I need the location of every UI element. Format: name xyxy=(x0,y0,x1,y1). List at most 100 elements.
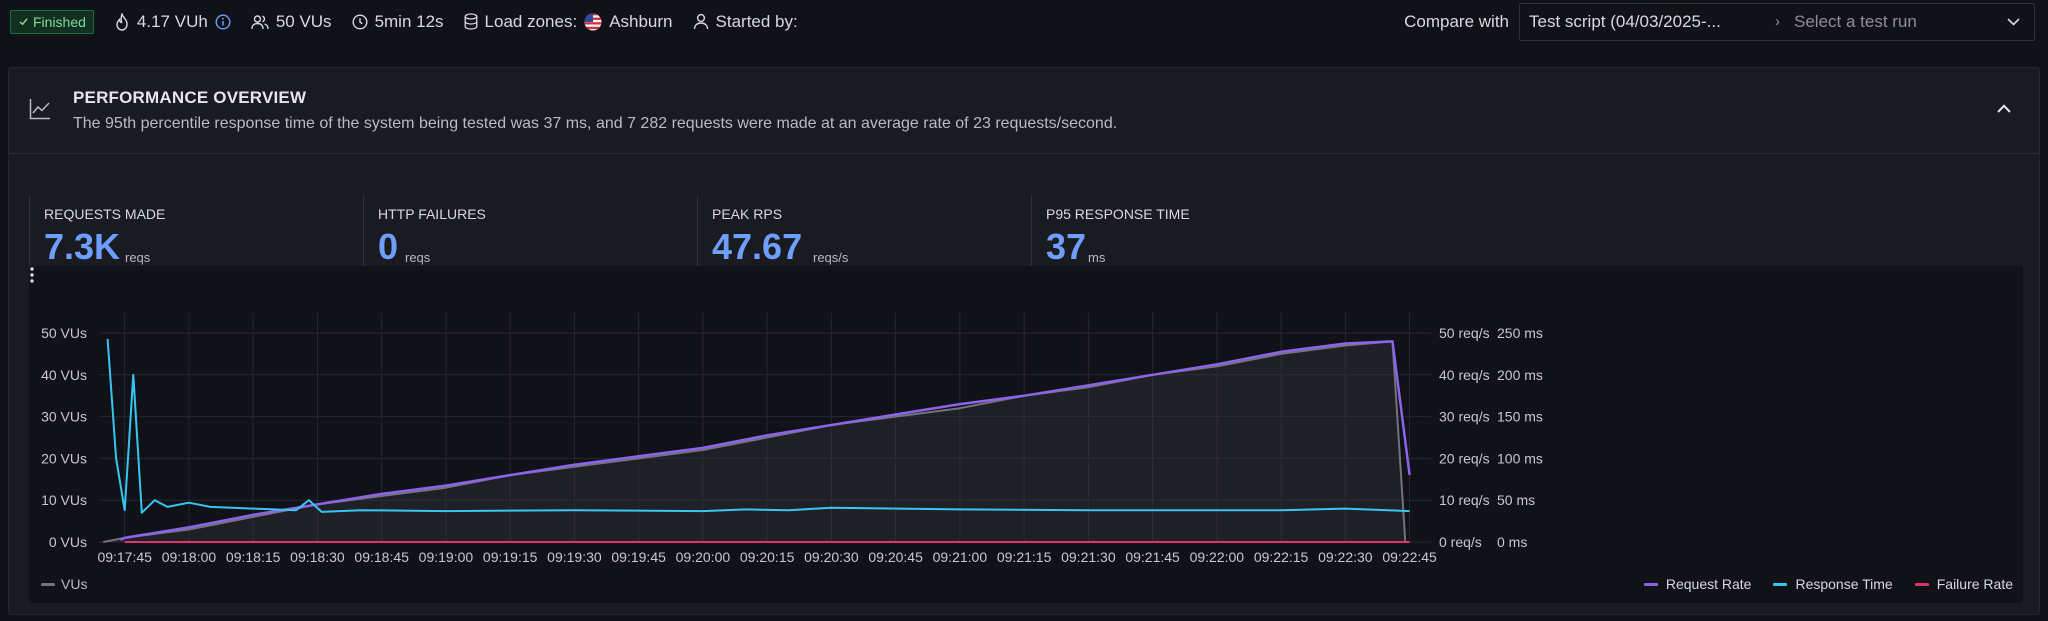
y-tick-label-vus: 40 VUs xyxy=(41,367,87,383)
card-header[interactable]: PERFORMANCE OVERVIEW The 95th percentile… xyxy=(9,68,2039,154)
vus-meta: 50 VUs xyxy=(251,12,332,32)
y-tick-label-req-rate: 30 req/s xyxy=(1439,409,1490,425)
series-line-request-rate xyxy=(119,340,1411,542)
stat-http-failures: HTTP FAILURES 0 reqs xyxy=(363,178,683,310)
legend-label-vus: VUs xyxy=(61,576,88,592)
x-tick-label: 09:21:00 xyxy=(933,549,988,565)
x-tick-label: 09:19:45 xyxy=(611,549,666,565)
x-tick-label: 09:22:00 xyxy=(1190,549,1245,565)
legend-request-rate[interactable]: Request Rate xyxy=(1643,576,1752,592)
x-tick-label: 09:22:15 xyxy=(1254,549,1309,565)
series-line-response-time xyxy=(106,338,1410,514)
stat-label: REQUESTS MADE xyxy=(44,206,166,222)
y-tick-label-response-time: 0 ms xyxy=(1497,534,1527,550)
menu-kebab-icon[interactable] xyxy=(29,266,35,284)
load-zone-value: Ashburn xyxy=(609,11,673,31)
stat-value: 37 xyxy=(1046,226,1087,267)
line-chart-icon xyxy=(29,99,50,120)
stat-divider xyxy=(1031,196,1032,266)
y-tick-label-vus: 30 VUs xyxy=(41,409,87,425)
stat-requests-made: REQUESTS MADE 7.3K reqs xyxy=(29,178,349,310)
y-tick-label-vus: 10 VUs xyxy=(41,492,87,508)
x-tick-label: 09:19:00 xyxy=(419,549,474,565)
y-tick-label-vus: 20 VUs xyxy=(41,450,87,466)
y-tick-label-req-rate: 40 req/s xyxy=(1439,367,1490,383)
y-tick-label-req-rate: 0 req/s xyxy=(1439,534,1482,550)
select-test-run-placeholder[interactable]: Select a test run xyxy=(1794,11,1917,31)
x-tick-label: 09:21:30 xyxy=(1061,549,1116,565)
stat-p95-response-time: P95 RESPONSE TIME 37 ms xyxy=(1031,178,1351,310)
chevron-down-icon[interactable] xyxy=(2007,17,2020,26)
x-tick-label: 09:22:30 xyxy=(1318,549,1373,565)
x-tick-label: 09:20:00 xyxy=(676,549,731,565)
stat-value: 7.3K xyxy=(44,226,121,267)
card-summary: The 95th percentile response time of the… xyxy=(73,115,1118,132)
us-flag-icon xyxy=(584,13,602,30)
vuh-meta: 4.17 VUh xyxy=(114,12,231,32)
duration-value: 5min 12s xyxy=(374,11,444,31)
x-tick-label: 09:21:15 xyxy=(997,549,1052,565)
legend-label-request-rate: Request Rate xyxy=(1665,576,1752,592)
status-badge: Finished xyxy=(10,9,94,34)
x-tick-label: 09:17:45 xyxy=(97,549,152,565)
performance-chart-panel: 0 VUs 0 req/s 0 ms 10 VUs 10 req/s 50 ms 20 VU… xyxy=(29,266,2023,603)
y-tick-label-response-time: 50 ms xyxy=(1497,492,1535,508)
legend-vus[interactable]: VUs xyxy=(41,576,87,592)
legend-swatch-request-rate xyxy=(1643,582,1658,586)
legend-response-time[interactable]: Response Time xyxy=(1773,576,1893,592)
compare-label: Compare with xyxy=(1404,11,1509,31)
stat-divider xyxy=(697,196,698,266)
y-tick-label-response-time: 150 ms xyxy=(1497,409,1543,425)
stat-unit: ms xyxy=(1088,250,1106,265)
stat-unit: reqs/s xyxy=(813,250,849,265)
stat-unit: reqs xyxy=(125,250,151,265)
legend-failure-rate[interactable]: Failure Rate xyxy=(1914,576,2013,592)
stat-divider xyxy=(363,196,364,266)
y-tick-label-req-rate: 20 req/s xyxy=(1439,450,1490,466)
test-run-header: Finished 4.17 VUh 50 VUs 5min 12s Load z… xyxy=(0,0,2048,43)
breadcrumb-separator: › xyxy=(1775,13,1780,30)
stat-value: 47.67 xyxy=(712,226,803,267)
y-tick-label-response-time: 200 ms xyxy=(1497,367,1543,383)
legend-label-failure-rate: Failure Rate xyxy=(1936,576,2013,592)
stat-label: PEAK RPS xyxy=(712,206,783,222)
compare-control: Compare with Test script (04/03/2025-...… xyxy=(1404,0,2048,43)
database-icon xyxy=(464,13,477,30)
status-label: Finished xyxy=(33,13,86,30)
y-tick-label-vus: 0 VUs xyxy=(49,534,87,550)
x-tick-label: 09:20:30 xyxy=(804,549,859,565)
legend-swatch-vus xyxy=(41,582,55,586)
legend-swatch-response-time xyxy=(1773,582,1788,586)
stat-peak-rps: PEAK RPS 47.67 reqs/s xyxy=(697,178,1017,310)
started-by-meta: Started by: xyxy=(693,12,798,32)
y-tick-label-req-rate: 10 req/s xyxy=(1439,492,1490,508)
x-tick-label: 09:22:45 xyxy=(1382,549,1437,565)
chevron-up-icon[interactable] xyxy=(1997,104,2011,113)
legend-series: Request Rate Response Time Failure Rate xyxy=(1643,576,2013,592)
info-icon[interactable] xyxy=(215,13,231,30)
check-icon xyxy=(19,18,28,26)
compare-select[interactable]: Test script (04/03/2025-... › Select a t… xyxy=(1519,2,2035,41)
users-icon xyxy=(251,14,269,29)
compare-script-value[interactable]: Test script (04/03/2025-... xyxy=(1529,11,1721,31)
load-zones-meta: Load zones: Ashburn xyxy=(464,12,673,32)
duration-meta: 5min 12s xyxy=(352,12,444,32)
x-tick-label: 09:19:15 xyxy=(483,549,538,565)
legend-label-response-time: Response Time xyxy=(1795,576,1893,592)
y-tick-label-response-time: 100 ms xyxy=(1497,450,1543,466)
legend-swatch-failure-rate xyxy=(1914,582,1929,586)
performance-overview-card: PERFORMANCE OVERVIEW The 95th percentile… xyxy=(8,67,2040,615)
y-tick-label-response-time: 250 ms xyxy=(1497,325,1543,341)
clock-icon xyxy=(352,13,368,30)
x-tick-label: 09:20:15 xyxy=(740,549,795,565)
card-title: PERFORMANCE OVERVIEW xyxy=(73,88,307,107)
stat-label: P95 RESPONSE TIME xyxy=(1046,206,1190,222)
x-tick-label: 09:18:45 xyxy=(354,549,409,565)
started-by-label: Started by: xyxy=(715,11,798,31)
y-tick-label-req-rate: 50 req/s xyxy=(1439,325,1490,341)
load-zones-label: Load zones: xyxy=(484,11,578,31)
user-icon xyxy=(693,13,708,30)
flame-icon xyxy=(116,12,128,31)
x-tick-label: 09:18:15 xyxy=(226,549,281,565)
performance-chart[interactable]: 0 VUs 0 req/s 0 ms 10 VUs 10 req/s 50 ms 20 VU… xyxy=(29,266,2023,603)
